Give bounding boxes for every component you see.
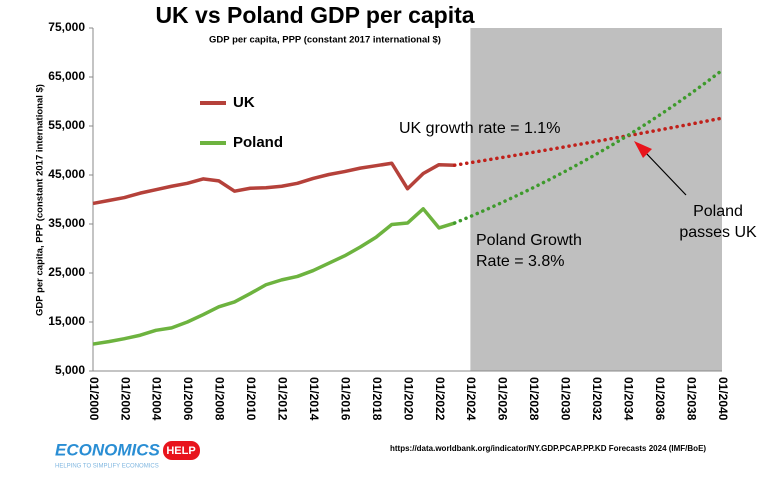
y-tick-label: 45,000 xyxy=(48,167,85,181)
x-tick-label: 01/2038 xyxy=(684,377,698,421)
x-tick-label: 01/2002 xyxy=(118,377,132,421)
annotation: Rate = 3.8% xyxy=(476,253,565,270)
logo-badge xyxy=(163,441,200,460)
x-tick-label: 01/2010 xyxy=(244,377,258,421)
arrow-head xyxy=(634,141,652,158)
logo: ECONOMICS xyxy=(55,440,161,459)
y-tick-label: 25,000 xyxy=(48,265,85,279)
x-tick-label: 01/2004 xyxy=(150,377,164,421)
x-tick-label: 01/2020 xyxy=(401,377,415,421)
annotation: Poland Growth xyxy=(476,232,582,249)
y-tick-label: 75,000 xyxy=(48,20,85,34)
y-tick-label: 5,000 xyxy=(55,363,85,377)
x-tick-label: 01/2032 xyxy=(590,377,604,421)
shade-layer xyxy=(470,28,722,371)
annotation: UK growth rate = 1.1% xyxy=(399,120,560,137)
y-tick-label: 55,000 xyxy=(48,118,85,132)
annotation-arrow xyxy=(644,151,687,196)
forecast-line xyxy=(452,116,724,167)
x-tick-label: 01/2016 xyxy=(338,377,352,421)
y-tick-label: 15,000 xyxy=(48,314,85,328)
series-line xyxy=(92,161,455,206)
chart-title: UK vs Poland GDP per capita xyxy=(155,2,474,28)
x-tick-label: 01/2028 xyxy=(527,377,541,421)
y-tick-label: 35,000 xyxy=(48,216,85,230)
x-tick-label: 01/2022 xyxy=(433,377,447,421)
x-tick-label: 01/2040 xyxy=(716,377,730,421)
source: https://data.worldbank.org/indicator/NY.… xyxy=(390,444,706,453)
x-tick-label: 01/2006 xyxy=(181,377,195,421)
x-tick-label: 01/2030 xyxy=(559,377,573,421)
logo-tagline: HELPING TO SIMPLIFY ECONOMICS xyxy=(55,464,159,470)
x-tick-label: 01/2008 xyxy=(213,377,227,421)
x-tick-label: 01/2036 xyxy=(653,377,667,421)
x-tick-label: 01/2024 xyxy=(464,377,478,421)
annotation: Poland xyxy=(693,203,743,220)
x-tick-label: 01/2014 xyxy=(307,377,321,421)
x-tick-label: 01/2034 xyxy=(621,377,635,421)
chart-subtitle: GDP per capita, PPP (constant 2017 inter… xyxy=(209,35,441,46)
x-tick-label: 01/2000 xyxy=(87,377,101,421)
y-axis-label: GDP per capita, PPP (constant 2017 inter… xyxy=(35,84,46,316)
annotation: passes UK xyxy=(679,224,757,241)
forecast-region xyxy=(470,28,722,371)
legend-label: UK xyxy=(233,94,255,111)
y-tick-label: 65,000 xyxy=(48,69,85,83)
logo-badge-text: HELP xyxy=(166,445,195,457)
x-tick-label: 01/2026 xyxy=(496,377,510,421)
forecast-line xyxy=(452,68,724,225)
x-tick-label: 01/2018 xyxy=(370,377,384,421)
series-line xyxy=(92,207,456,346)
x-tick-label: 01/2012 xyxy=(276,377,290,421)
legend-label: Poland xyxy=(233,134,283,151)
